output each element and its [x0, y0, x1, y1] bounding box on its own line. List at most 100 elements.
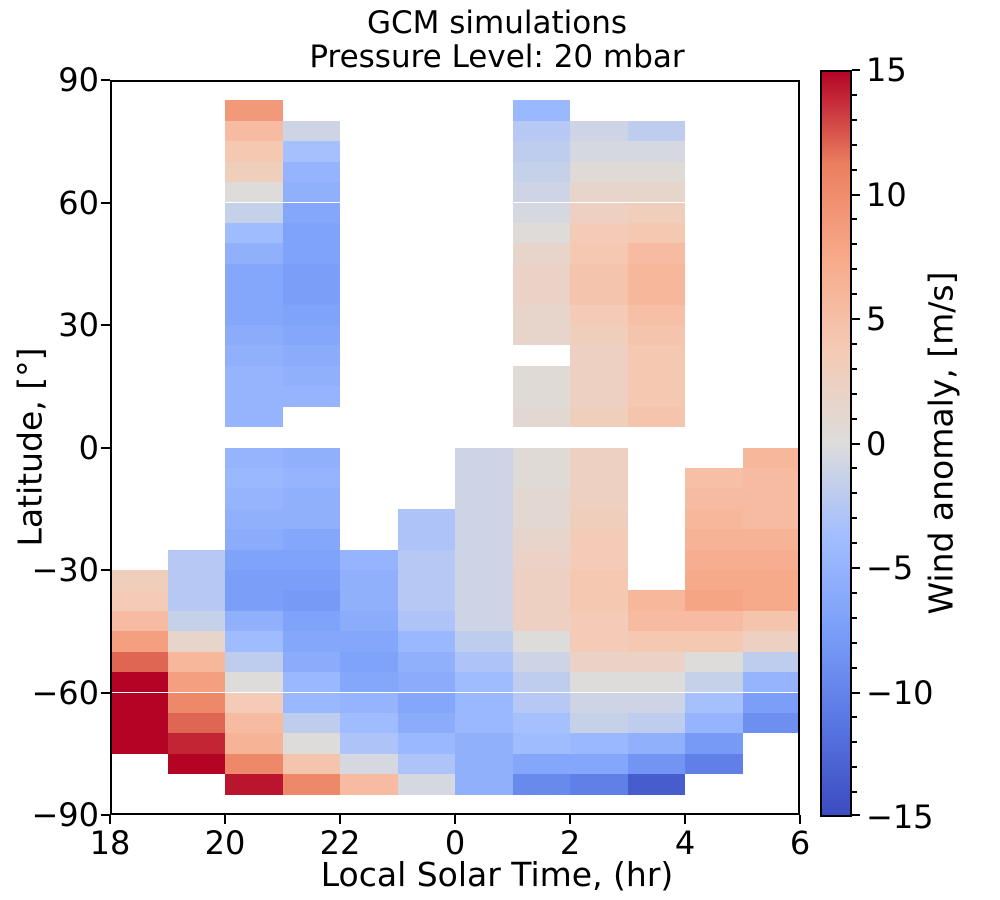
heatmap-cell: [340, 570, 398, 591]
heatmap-cell: [282, 182, 340, 203]
colorbar-minor-tick: [852, 342, 857, 345]
heatmap-cell: [167, 672, 225, 693]
heatmap-cell: [225, 467, 283, 489]
heatmap-cell: [512, 304, 570, 325]
y-tick: [101, 446, 110, 449]
heatmap-cell: [570, 651, 628, 673]
heatmap-cell: [685, 570, 743, 591]
heatmap-cell: [397, 651, 455, 673]
heatmap-cell: [225, 345, 283, 366]
colorbar-tick-label: 5: [866, 300, 887, 338]
heatmap-cell: [167, 753, 225, 775]
heatmap-cell: [627, 263, 685, 285]
colorbar-tick: [852, 193, 860, 196]
colorbar-tick: [852, 69, 860, 71]
heatmap-cell: [225, 672, 283, 693]
heatmap-cell: [570, 386, 628, 407]
heatmap-cell: [225, 753, 283, 775]
heatmap-cell: [225, 365, 283, 387]
x-tick-label: 2: [559, 824, 581, 862]
heatmap-cell: [742, 570, 800, 591]
heatmap-cell: [397, 529, 455, 550]
heatmap-cell: [397, 590, 455, 611]
heatmap-cell: [570, 263, 628, 285]
heatmap-cell: [627, 590, 685, 611]
heatmap-cell: [282, 733, 340, 754]
colorbar-minor-tick: [852, 517, 857, 520]
heatmap-cell: [570, 182, 628, 203]
heatmap-cell: [512, 161, 570, 183]
colorbar-tick: [852, 567, 860, 569]
heatmap-cell: [627, 692, 685, 713]
colorbar-minor-tick: [852, 143, 857, 146]
heatmap-cell: [512, 529, 570, 550]
heatmap-cell: [225, 631, 283, 652]
heatmap-cell: [627, 712, 685, 734]
heatmap-cell: [512, 325, 570, 346]
heatmap-cell: [512, 610, 570, 632]
heatmap-cell: [512, 406, 570, 428]
colorbar-minor-tick: [852, 716, 857, 719]
heatmap-cell: [627, 672, 685, 693]
heatmap-cell: [340, 692, 398, 713]
colorbar-tick-label: 0: [866, 424, 887, 463]
y-tick: [101, 201, 110, 204]
heatmap-cell: [225, 284, 283, 305]
x-tick-label: 18: [89, 824, 131, 862]
heatmap-cell: [167, 631, 225, 652]
heatmap-cell: [512, 488, 570, 509]
colorbar-tick-label: −10: [866, 673, 934, 712]
heatmap-cell: [512, 672, 570, 693]
heatmap-cell: [110, 712, 168, 734]
heatmap-cell: [627, 386, 685, 407]
heatmap-cell: [282, 467, 340, 489]
heatmap-cell: [512, 263, 570, 285]
heatmap-cell: [225, 243, 283, 264]
heatmap-cell: [570, 222, 628, 244]
heatmap-cell: [455, 672, 513, 693]
heatmap-cell: [225, 692, 283, 713]
heatmap-cell: [512, 120, 570, 142]
heatmap-cell: [455, 529, 513, 550]
heatmap-cell: [167, 570, 225, 591]
heatmap-cells: [110, 80, 800, 815]
heatmap-cell: [282, 120, 340, 142]
colorbar-minor-tick: [852, 492, 857, 495]
heatmap-cell: [512, 651, 570, 673]
heatmap-cell: [570, 549, 628, 570]
y-tick-label: −60: [31, 673, 99, 712]
colorbar-minor-tick: [852, 542, 857, 545]
x-tick-label: 20: [204, 824, 246, 862]
heatmap-cell: [397, 753, 455, 775]
colorbar-minor-tick: [852, 293, 857, 296]
heatmap-cell: [167, 712, 225, 734]
heatmap-cell: [340, 733, 398, 754]
heatmap-cell: [282, 325, 340, 346]
heatmap-cell: [225, 386, 283, 407]
heatmap-cell: [512, 508, 570, 530]
colorbar-tick: [852, 814, 860, 816]
heatmap-cell: [225, 263, 283, 285]
heatmap-cell: [397, 774, 455, 795]
heatmap-cell: [512, 570, 570, 591]
heatmap-cell: [685, 672, 743, 693]
colorbar-minor-tick: [852, 616, 857, 619]
heatmap-cell: [167, 590, 225, 611]
heatmap-cell: [282, 692, 340, 713]
heatmap-cell: [512, 590, 570, 611]
heatmap-cell: [110, 590, 168, 611]
heatmap-cell: [627, 243, 685, 264]
colorbar-minor-tick: [852, 641, 857, 644]
heatmap-cell: [225, 447, 283, 468]
heatmap-cell: [340, 549, 398, 570]
heatmap-cell: [627, 774, 685, 795]
heatmap-cell: [167, 692, 225, 713]
heatmap-cell: [110, 610, 168, 632]
heatmap-cell: [570, 161, 628, 183]
heatmap-cell: [685, 488, 743, 509]
heatmap-cell: [225, 774, 283, 795]
heatmap-cell: [282, 243, 340, 264]
x-tick: [224, 815, 226, 824]
heatmap-cell: [282, 365, 340, 387]
